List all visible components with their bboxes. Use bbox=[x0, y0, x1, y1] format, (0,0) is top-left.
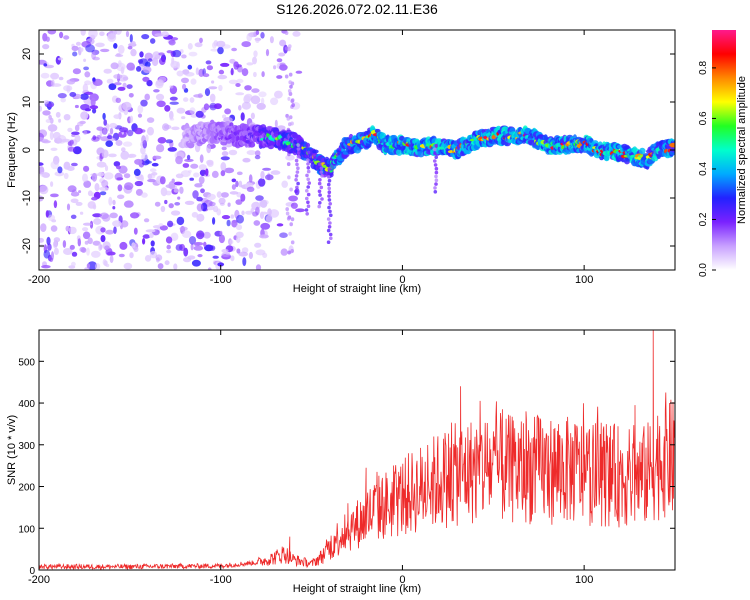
snr-ytick-label: 100 bbox=[18, 524, 35, 535]
colorbar-tick-label: 0.2 bbox=[698, 212, 709, 226]
spectrogram-xtick-label: -200 bbox=[28, 274, 50, 286]
colorbar-tick-label: 0.0 bbox=[698, 263, 709, 277]
spectrogram-ytick-label: -10 bbox=[21, 190, 33, 206]
colorbar-tick-label: 0.8 bbox=[698, 61, 709, 75]
spectrogram-ytick-label: 0 bbox=[21, 147, 33, 153]
spectrogram-ylabel: Frequency (Hz) bbox=[6, 112, 18, 188]
snr-ticks: -200 -100 0 100 0 100 200 300 400 500 bbox=[18, 330, 675, 586]
snr-ytick-label: 200 bbox=[18, 483, 35, 494]
spectrogram-ridge bbox=[180, 121, 675, 244]
colorbar-ticks: 0.0 0.2 0.4 0.6 0.8 bbox=[698, 61, 716, 277]
snr-ytick-label: 300 bbox=[18, 441, 35, 452]
snr-xtick-label: -200 bbox=[28, 574, 50, 586]
snr-series-line bbox=[39, 330, 675, 570]
colorbar-tick-label: 0.6 bbox=[698, 111, 709, 125]
snr-panel: -200 -100 0 100 0 100 200 300 400 500 Height of s… bbox=[6, 329, 676, 595]
snr-xtick-label: 0 bbox=[399, 574, 405, 586]
snr-ylabel: SNR (10 * v/v) bbox=[6, 415, 18, 485]
spectrogram-xtick-label: -100 bbox=[210, 274, 232, 286]
snr-xtick-label: -100 bbox=[210, 574, 232, 586]
colorbar-scale bbox=[712, 30, 736, 270]
colorbar-label: Normalized spectral amplitude bbox=[736, 76, 748, 224]
snr-ytick-label: 0 bbox=[29, 566, 35, 577]
spectrogram-xtick-label: 0 bbox=[399, 274, 405, 286]
spectrogram-ytick-label: 10 bbox=[21, 96, 33, 108]
spectrogram-ytick-label: -20 bbox=[21, 238, 33, 254]
figure-title: S126.2026.072.02.11.E36 bbox=[276, 1, 438, 17]
colorbar: 0.0 0.2 0.4 0.6 0.8 Normalized spectral ampl… bbox=[698, 30, 748, 277]
spectrogram-ytick-label: 20 bbox=[21, 48, 33, 60]
colorbar-tick-label: 0.4 bbox=[698, 162, 709, 176]
spectrogram-xlabel: Height of straight line (km) bbox=[293, 283, 421, 295]
snr-ytick-label: 500 bbox=[18, 357, 35, 368]
spectrogram-xtick-label: 100 bbox=[575, 274, 593, 286]
snr-ytick-label: 400 bbox=[18, 399, 35, 410]
snr-xlabel: Height of straight line (km) bbox=[293, 583, 421, 595]
snr-xtick-label: 100 bbox=[575, 574, 593, 586]
snr-frame bbox=[38, 329, 676, 571]
